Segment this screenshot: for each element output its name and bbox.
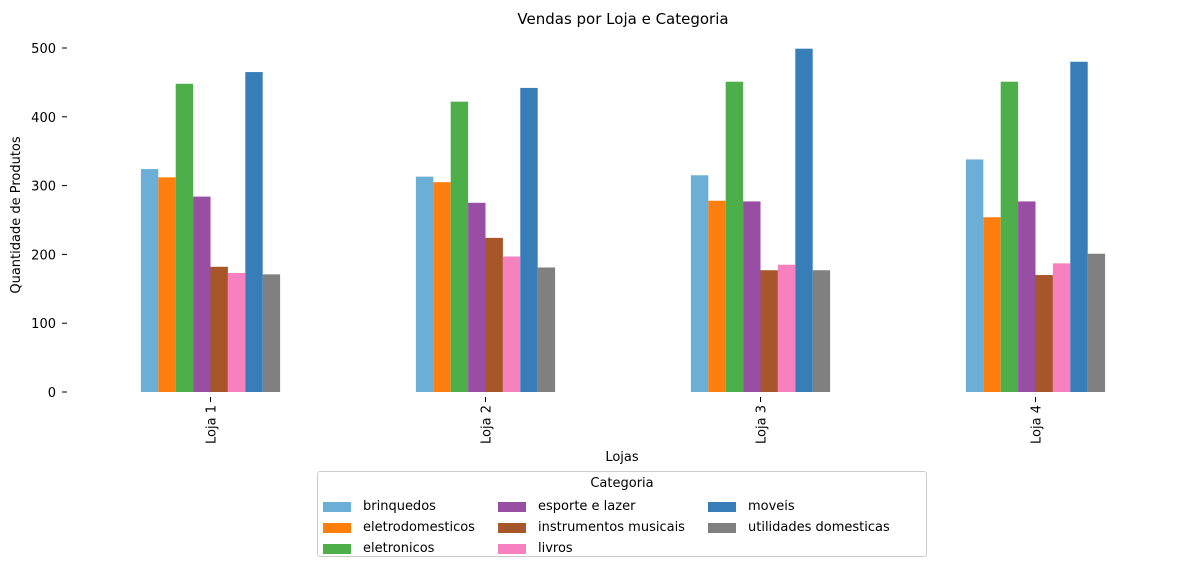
bar-moveis-loja-1: [245, 72, 263, 392]
legend-swatch: [498, 522, 526, 533]
legend-item: brinquedos: [323, 496, 498, 517]
legend-label: esporte e lazer: [538, 499, 636, 514]
legend-item: esporte e lazer: [498, 496, 708, 517]
legend-swatch: [323, 543, 351, 554]
bar-brinquedos-loja-1: [140, 169, 159, 392]
y-tick-label: 400: [31, 111, 56, 126]
legend-item: moveis: [708, 496, 908, 517]
y-axis-label: Quantidade de Produtos: [9, 136, 24, 294]
bar-instrumentos-musicais-loja-2: [485, 237, 503, 392]
y-tick-label: 300: [31, 180, 56, 195]
y-tick-label: 100: [31, 317, 56, 332]
bar-brinquedos-loja-3: [690, 175, 709, 392]
bar-eletrodomesticos-loja-2: [433, 182, 451, 392]
legend-swatch: [708, 522, 736, 533]
legend-swatch: [708, 501, 736, 512]
legend-item: eletrodomesticos: [323, 517, 498, 538]
bar-eletrodomesticos-loja-1: [158, 177, 176, 392]
legend-item: livros: [498, 538, 708, 559]
legend-swatch: [323, 522, 351, 533]
bar-livros-loja-2: [502, 256, 521, 392]
legend-items: brinquedos eletrodomesticos eletronicos esp…: [323, 496, 908, 559]
y-tick-label: 0: [48, 386, 56, 401]
y-axis: 0 100 200 300 400 500: [31, 42, 67, 401]
legend-label: eletrodomesticos: [363, 520, 475, 535]
bar-instrumentos-musicais-loja-3: [760, 270, 778, 392]
legend-item: eletronicos: [323, 538, 498, 559]
bar-eletronicos-loja-1: [175, 83, 194, 392]
x-tick-label: Loja 1: [205, 405, 220, 444]
chart-title: Vendas por Loja e Categoria: [517, 10, 728, 28]
legend-item: instrumentos musicais: [498, 517, 708, 538]
x-tick-label: Loja 4: [1030, 405, 1045, 444]
bar-esporte-e-lazer-loja-2: [468, 202, 486, 392]
bar-eletronicos-loja-4: [1000, 81, 1019, 392]
bar-moveis-loja-2: [520, 87, 538, 393]
legend-swatch: [323, 501, 351, 512]
legend-label: utilidades domesticas: [748, 520, 890, 535]
y-tick-label: 200: [31, 248, 56, 263]
bar-brinquedos-loja-2: [415, 176, 434, 392]
bar-livros-loja-4: [1052, 263, 1071, 392]
bar-instrumentos-musicais-loja-1: [210, 266, 228, 392]
x-tick-label: Loja 2: [480, 405, 495, 444]
bar-eletrodomesticos-loja-3: [708, 200, 726, 392]
bar-utilidades-domesticas-loja-3: [812, 270, 831, 392]
legend: Categoria brinquedos eletrodomesticos elet…: [317, 471, 927, 557]
legend-label: eletronicos: [363, 541, 435, 556]
bar-utilidades-domesticas-loja-2: [537, 267, 556, 392]
bar-esporte-e-lazer-loja-1: [193, 196, 211, 392]
bar-livros-loja-3: [777, 264, 796, 392]
bars: [140, 48, 1106, 393]
bar-livros-loja-1: [227, 272, 246, 392]
bar-brinquedos-loja-4: [965, 159, 984, 392]
bar-eletronicos-loja-2: [450, 101, 469, 392]
legend-swatch: [498, 501, 526, 512]
x-tick-label: Loja 3: [755, 405, 770, 444]
bar-esporte-e-lazer-loja-4: [1018, 201, 1036, 392]
bar-instrumentos-musicais-loja-4: [1035, 275, 1053, 392]
bar-eletronicos-loja-3: [725, 81, 744, 392]
legend-title: Categoria: [590, 476, 654, 491]
bar-moveis-loja-4: [1070, 61, 1088, 392]
x-axis: Loja 1 Loja 2 Loja 3 Loja 4: [205, 397, 1045, 444]
legend-item: utilidades domesticas: [708, 517, 908, 538]
bar-eletrodomesticos-loja-4: [983, 217, 1001, 392]
x-axis-label: Lojas: [605, 450, 639, 465]
bar-esporte-e-lazer-loja-3: [743, 201, 761, 392]
bar-moveis-loja-3: [795, 48, 813, 393]
legend-label: instrumentos musicais: [538, 520, 685, 535]
legend-label: moveis: [748, 499, 795, 514]
legend-label: brinquedos: [363, 499, 436, 514]
legend-swatch: [498, 543, 526, 554]
bar-utilidades-domesticas-loja-1: [262, 274, 281, 392]
y-tick-label: 500: [31, 42, 56, 57]
bar-utilidades-domesticas-loja-4: [1087, 253, 1106, 392]
legend-label: livros: [538, 541, 573, 556]
